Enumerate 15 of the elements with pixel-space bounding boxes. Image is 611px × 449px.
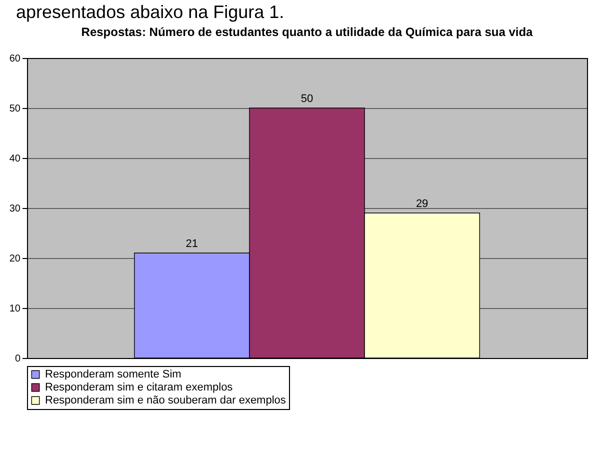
y-tick-label: 50	[9, 104, 21, 114]
chart-title: Respostas: Número de estudantes quanto a utilidade da Química para sua vida	[81, 25, 534, 39]
text: apresentados abaixo na Figura 1.	[16, 2, 286, 23]
data-label: 29	[416, 198, 428, 210]
y-tick-label: 40	[9, 154, 21, 164]
y-tick-label: 20	[9, 254, 21, 264]
y-tick-label: 30	[9, 204, 21, 214]
y-tick-label: 60	[9, 54, 21, 64]
y-tick-label: 10	[9, 304, 21, 314]
y-tick-label: 0	[14, 354, 21, 364]
legend-label: Responderam sim e não souberam dar exemplos	[45, 394, 286, 406]
legend-label: Responderam sim e citaram exemplos	[45, 382, 234, 394]
data-label: 50	[300, 93, 314, 105]
legend-label: Responderam somente Sim	[45, 368, 182, 380]
data-label: 21	[186, 238, 198, 250]
